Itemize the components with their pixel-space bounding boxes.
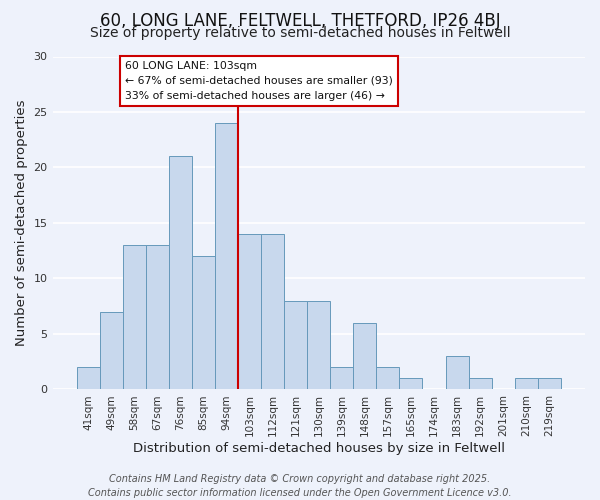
Bar — [400, 378, 422, 390]
Bar — [446, 356, 469, 390]
Bar — [123, 245, 146, 390]
Bar — [169, 156, 192, 390]
Bar — [77, 368, 100, 390]
Bar — [100, 312, 123, 390]
Bar — [215, 123, 238, 390]
Text: Contains HM Land Registry data © Crown copyright and database right 2025.
Contai: Contains HM Land Registry data © Crown c… — [88, 474, 512, 498]
Bar — [353, 323, 376, 390]
Bar — [330, 368, 353, 390]
Bar — [146, 245, 169, 390]
Text: 60, LONG LANE, FELTWELL, THETFORD, IP26 4BJ: 60, LONG LANE, FELTWELL, THETFORD, IP26 … — [100, 12, 500, 30]
X-axis label: Distribution of semi-detached houses by size in Feltwell: Distribution of semi-detached houses by … — [133, 442, 505, 455]
Bar — [469, 378, 491, 390]
Text: Size of property relative to semi-detached houses in Feltwell: Size of property relative to semi-detach… — [89, 26, 511, 40]
Bar — [238, 234, 261, 390]
Bar — [307, 300, 330, 390]
Bar — [538, 378, 561, 390]
Y-axis label: Number of semi-detached properties: Number of semi-detached properties — [15, 100, 28, 346]
Text: 60 LONG LANE: 103sqm
← 67% of semi-detached houses are smaller (93)
33% of semi-: 60 LONG LANE: 103sqm ← 67% of semi-detac… — [125, 61, 393, 100]
Bar — [515, 378, 538, 390]
Bar — [192, 256, 215, 390]
Bar — [284, 300, 307, 390]
Bar — [261, 234, 284, 390]
Bar — [376, 368, 400, 390]
